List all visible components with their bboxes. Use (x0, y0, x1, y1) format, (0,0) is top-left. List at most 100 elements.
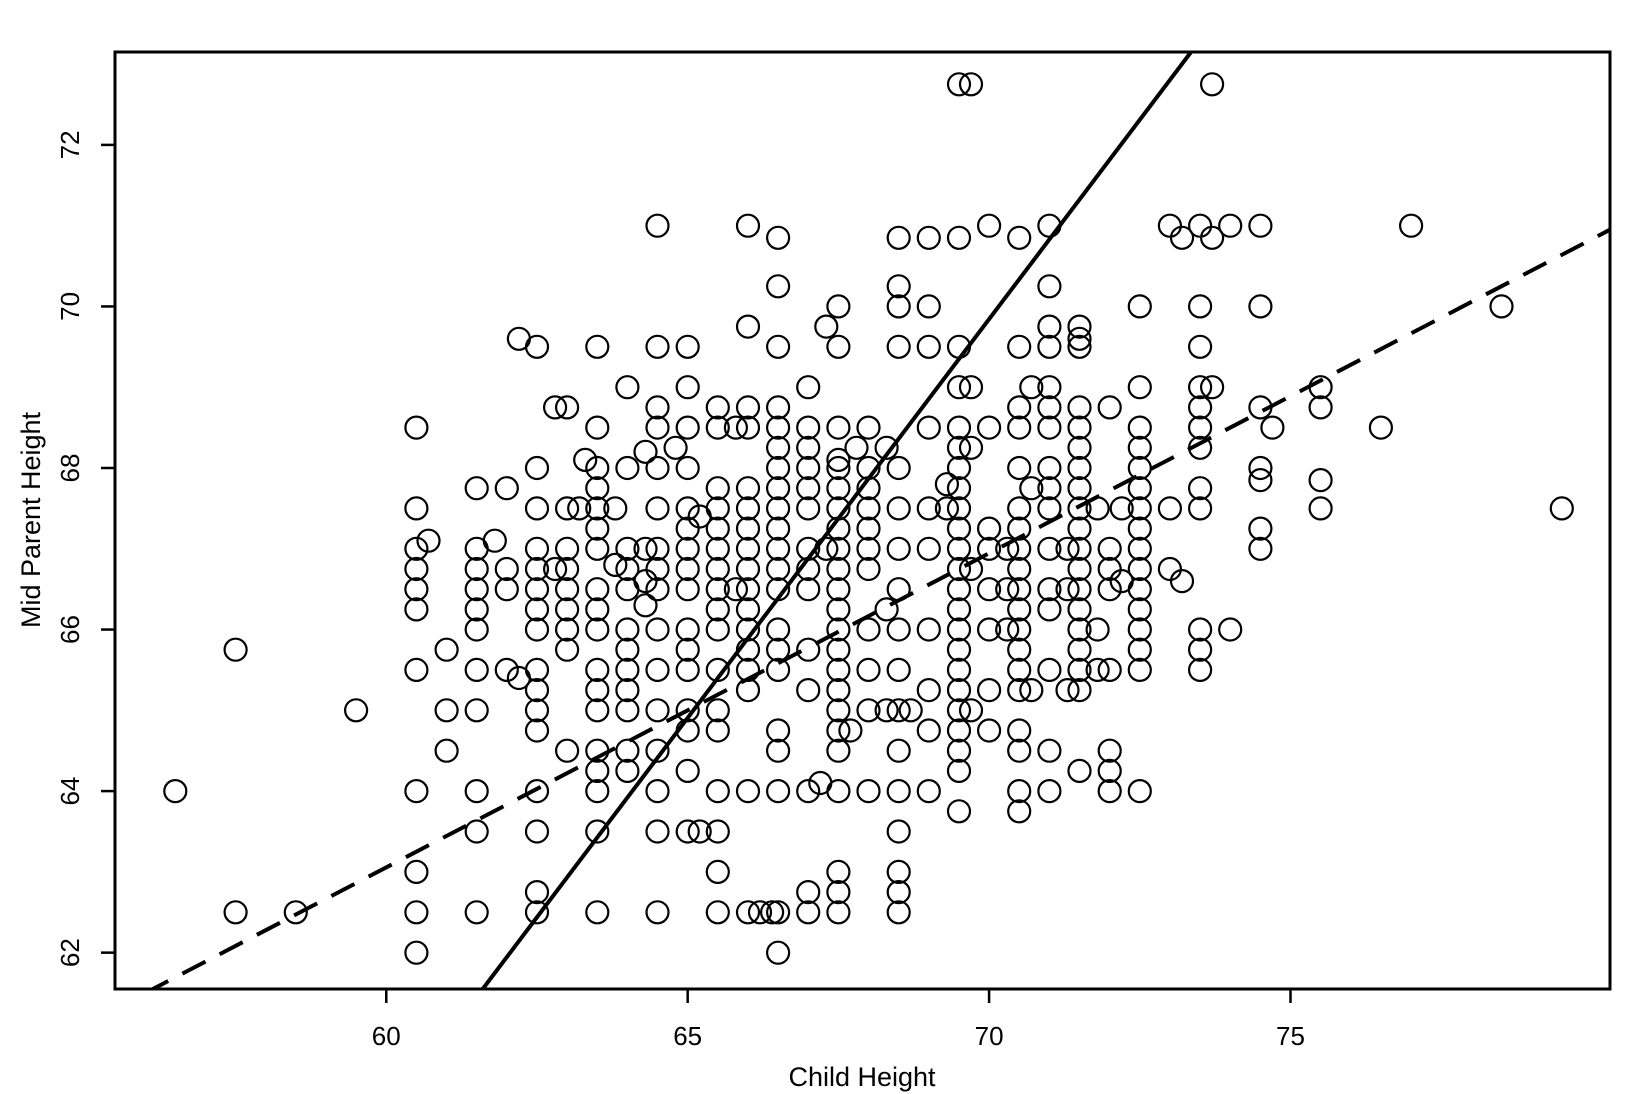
data-point (1187, 617, 1213, 642)
data-point (705, 536, 730, 561)
data-point (464, 900, 489, 925)
data-point (1067, 435, 1092, 460)
data-point (1019, 476, 1044, 501)
data-point (615, 738, 640, 763)
data-point (856, 536, 881, 561)
data-point (1067, 455, 1092, 481)
data-point (524, 597, 550, 622)
data-point (765, 617, 791, 642)
data-point (759, 900, 785, 925)
data-point (645, 415, 670, 440)
data-point (645, 577, 670, 602)
data-point (585, 778, 610, 804)
data-point (404, 657, 429, 683)
data-point (554, 597, 580, 622)
data-point (675, 758, 700, 784)
data-point (1187, 375, 1213, 400)
data-point (542, 395, 568, 420)
data-point (705, 476, 730, 501)
data-point (735, 536, 761, 561)
data-point (1037, 496, 1062, 521)
data-point (554, 536, 580, 561)
data-point (1127, 556, 1152, 582)
data-point (1097, 536, 1122, 561)
data-point (554, 556, 580, 582)
data-point (916, 718, 941, 743)
data-point (1097, 738, 1122, 763)
data-point (946, 496, 972, 521)
data-point (404, 556, 429, 582)
data-point (645, 900, 670, 925)
data-point (603, 496, 628, 521)
data-point (1067, 617, 1092, 642)
data-point (1037, 334, 1062, 359)
data-point (765, 718, 791, 743)
data-point (934, 496, 960, 521)
data-point (826, 415, 851, 440)
data-point (464, 577, 489, 602)
data-point (1007, 677, 1032, 703)
data-point (856, 617, 881, 642)
data-point (434, 738, 459, 763)
data-point (976, 213, 1002, 238)
data-point (404, 597, 429, 622)
data-point (705, 597, 730, 622)
data-point (585, 577, 610, 602)
data-point (1127, 476, 1152, 501)
data-point (1085, 657, 1110, 683)
data-point (434, 698, 459, 723)
data-point (886, 657, 911, 683)
data-point (826, 859, 851, 885)
data-point (705, 778, 730, 804)
data-point (1127, 617, 1152, 642)
data-point (765, 225, 791, 250)
data-point (796, 415, 821, 440)
data-point (826, 657, 851, 683)
data-point (1037, 455, 1062, 481)
data-point (494, 476, 519, 501)
data-point (723, 415, 749, 440)
data-point (735, 496, 761, 521)
data-point (705, 556, 730, 582)
data-point (1248, 455, 1273, 481)
data-point (946, 225, 972, 250)
data-point (1067, 536, 1092, 561)
data-point (554, 637, 580, 662)
data-point (675, 334, 700, 359)
data-point (765, 637, 791, 662)
data-point (1067, 556, 1092, 582)
data-point (524, 778, 550, 804)
data-point (747, 900, 773, 925)
data-point (976, 516, 1002, 541)
data-point (675, 637, 700, 662)
y-tick-label: 64 (55, 777, 85, 806)
data-point (1007, 334, 1032, 359)
data-point (916, 415, 941, 440)
dashed-fit-line (148, 227, 1610, 989)
data-point (404, 778, 429, 804)
data-point (946, 556, 972, 582)
data-point (1248, 516, 1273, 541)
data-point (615, 758, 640, 784)
data-point (1127, 597, 1152, 622)
y-tick-label: 66 (55, 615, 85, 644)
data-point (585, 597, 610, 622)
data-point (663, 435, 688, 460)
data-point (946, 536, 972, 561)
x-axis-title: Child Height (788, 1062, 936, 1092)
data-point (1398, 213, 1424, 238)
data-point (765, 476, 791, 501)
data-point (946, 637, 972, 662)
data-point (826, 879, 851, 905)
data-point (796, 879, 821, 905)
data-point (585, 758, 610, 784)
data-point (976, 677, 1002, 703)
data-point (494, 556, 519, 582)
data-point (796, 496, 821, 521)
data-point (585, 677, 610, 703)
data-point (524, 536, 550, 561)
data-point (874, 435, 899, 460)
data-point (434, 637, 459, 662)
data-point (765, 395, 791, 420)
data-point (464, 778, 489, 804)
